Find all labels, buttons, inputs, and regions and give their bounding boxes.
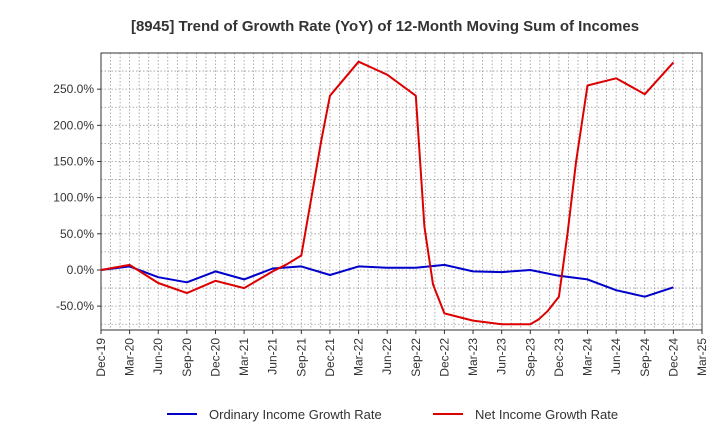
x-tick-label: Jun-21 <box>266 338 280 375</box>
x-tick-label: Jun-23 <box>495 338 509 375</box>
y-tick-label: 150.0% <box>53 154 94 168</box>
x-tick-label: Dec-20 <box>208 338 222 377</box>
y-tick-label: 250.0% <box>53 82 94 96</box>
x-tick-label: Sep-22 <box>409 338 423 377</box>
legend-net-income-label: Net Income Growth Rate <box>475 407 618 422</box>
x-tick-label: Dec-19 <box>94 338 108 377</box>
x-tick-label: Mar-23 <box>466 338 480 376</box>
grid <box>101 53 702 330</box>
y-tick-label: 50.0% <box>60 227 94 241</box>
ordinary-income-line <box>100 263 674 298</box>
x-tick-label: Jun-20 <box>151 338 165 375</box>
chart-title: [8945] Trend of Growth Rate (YoY) of 12-… <box>131 18 639 35</box>
y-tick-label: -50.0% <box>56 299 94 313</box>
legend: Ordinary Income Growth Rate Net Income Gr… <box>167 407 618 422</box>
x-tick-label: Dec-23 <box>552 338 566 377</box>
x-tick-label: Mar-20 <box>123 338 137 376</box>
x-tick-label: Jun-24 <box>609 338 623 375</box>
x-tick-label: Sep-23 <box>523 338 537 377</box>
x-tick-label: Dec-22 <box>437 338 451 377</box>
x-tick-label: Sep-20 <box>180 338 194 377</box>
net-income-line <box>100 60 675 326</box>
y-axis: -50.0% 0.0% 50.0% 100.0% 150.0% 200.0% 250.0% <box>53 82 101 313</box>
y-tick-label: 200.0% <box>53 118 94 132</box>
y-tick-label: 0.0% <box>67 263 95 277</box>
series-lines <box>100 60 675 326</box>
x-tick-label: Mar-22 <box>352 338 366 376</box>
x-axis: Dec-19 Mar-20 Jun-20 Sep-20 Dec-20 Mar-21 Jun-… <box>94 330 709 377</box>
legend-ordinary-income-label: Ordinary Income Growth Rate <box>209 407 382 422</box>
x-tick-label: Dec-21 <box>323 338 337 377</box>
plot-area <box>100 52 703 331</box>
x-tick-label: Sep-24 <box>638 338 652 377</box>
x-tick-label: Mar-25 <box>695 338 709 376</box>
x-tick-label: Jun-22 <box>380 338 394 375</box>
x-tick-label: Mar-21 <box>237 338 251 376</box>
x-tick-label: Mar-24 <box>581 338 595 376</box>
x-tick-label: Dec-24 <box>666 338 680 377</box>
y-tick-label: 100.0% <box>53 191 94 205</box>
x-tick-label: Sep-21 <box>294 338 308 377</box>
